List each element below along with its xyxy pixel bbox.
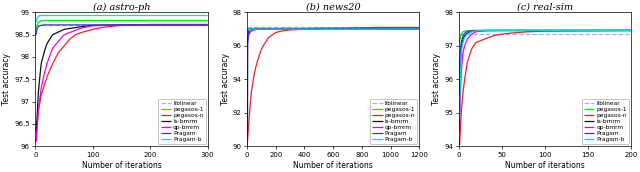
Legend: liblinear, pegasos-1, pegasos-n, ls-bmrm, qp-bmrm, Pragam, Pragam-b: liblinear, pegasos-1, pegasos-n, ls-bmrm… <box>582 99 629 144</box>
Y-axis label: Test accuracy: Test accuracy <box>3 53 12 105</box>
X-axis label: Number of iterations: Number of iterations <box>505 160 584 169</box>
Y-axis label: Test accuracy: Test accuracy <box>221 53 230 105</box>
X-axis label: Number of iterations: Number of iterations <box>82 160 161 169</box>
Y-axis label: Test accuracy: Test accuracy <box>432 53 442 105</box>
Legend: liblinear, pegasos-1, pegasos-n, ls-bmrm, qp-bmrm, Pragam, Pragam-b: liblinear, pegasos-1, pegasos-n, ls-bmrm… <box>159 99 206 144</box>
Title: (b) news20: (b) news20 <box>306 3 360 12</box>
Legend: liblinear, pegasos-1, pegasos-n, ls-bmrm, qp-bmrm, Pragam, Pragam-b: liblinear, pegasos-1, pegasos-n, ls-bmrm… <box>370 99 417 144</box>
Title: (a) astro-ph: (a) astro-ph <box>93 3 150 12</box>
X-axis label: Number of iterations: Number of iterations <box>293 160 373 169</box>
Title: (c) real-sim: (c) real-sim <box>516 3 573 12</box>
